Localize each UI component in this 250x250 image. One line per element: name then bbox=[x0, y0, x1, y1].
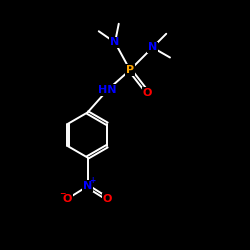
Text: O: O bbox=[143, 88, 152, 98]
Text: +: + bbox=[90, 176, 96, 185]
Text: O: O bbox=[63, 194, 72, 204]
Text: O: O bbox=[103, 194, 112, 204]
Text: N: N bbox=[83, 181, 92, 191]
Text: −: − bbox=[59, 189, 66, 198]
Text: P: P bbox=[126, 65, 134, 75]
Text: N: N bbox=[110, 38, 120, 48]
Text: HN: HN bbox=[98, 85, 117, 95]
Text: N: N bbox=[148, 42, 157, 52]
